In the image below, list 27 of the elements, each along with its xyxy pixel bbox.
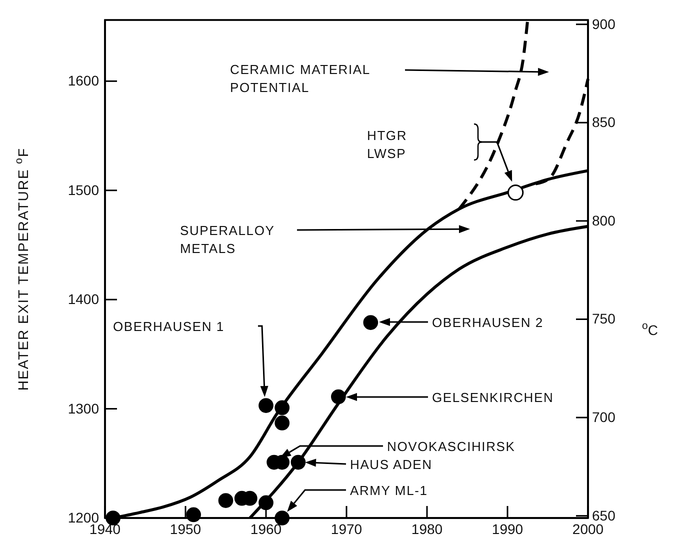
y-tick-label: 1300	[68, 400, 100, 416]
y-tick-label: 1600	[68, 72, 100, 89]
y2-axis-title: $^{o}$C	[642, 320, 658, 338]
annotation: OBERHAUSEN 2	[432, 315, 544, 330]
y2-tick-label: 800	[592, 212, 616, 228]
y2-tick-label: 750	[592, 310, 616, 327]
annotation: HAUS ADEN	[350, 457, 432, 472]
y2-tick-label: 700	[592, 409, 616, 426]
annotation: OBERHAUSEN 1	[113, 319, 224, 334]
y-tick-label: 1500	[68, 182, 100, 198]
y2-tick-label: 900	[592, 16, 616, 32]
y-tick-label: 1200	[68, 509, 100, 526]
x-tick-label: 2000	[572, 520, 604, 537]
annotation: NOVOKASCIHIRSK	[387, 439, 516, 454]
x-tick-label: 1970	[330, 520, 362, 537]
x-tick-label: 1960	[250, 520, 282, 537]
annotation: HTGR LWSP	[367, 128, 408, 161]
y2-tick-label: 850	[592, 114, 616, 130]
annotation: SUPERALLOY METALS	[180, 223, 275, 256]
x-tick-label: 1980	[411, 520, 443, 537]
x-tick-label: 1990	[492, 520, 524, 537]
annotation: GELSENKIRCHEN	[432, 390, 554, 405]
annotation: ARMY ML-1	[350, 483, 428, 498]
x-tick-label: 1950	[170, 520, 202, 537]
y-tick-label: 1400	[68, 291, 100, 308]
annotation: CERAMIC MATERIAL POTENTIAL	[230, 62, 370, 95]
y2-tick-label: 650	[592, 507, 616, 524]
